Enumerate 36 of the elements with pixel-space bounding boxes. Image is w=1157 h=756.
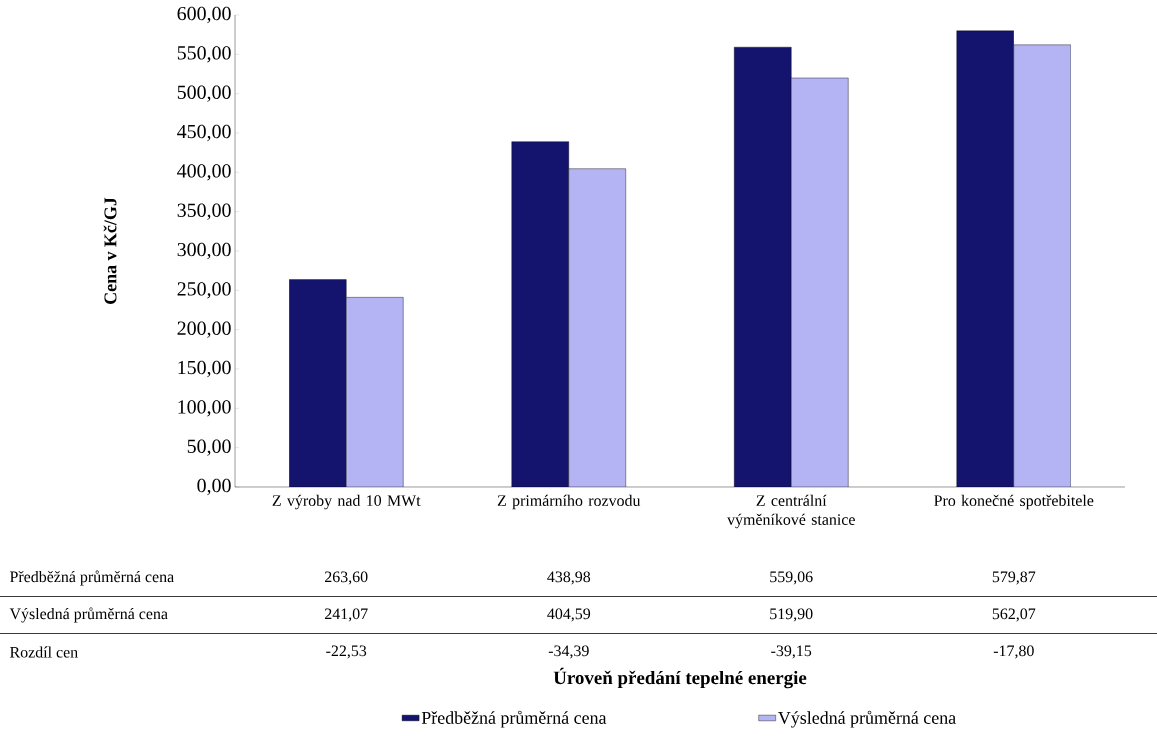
- data-label: 562,07: [992, 608, 1036, 622]
- y-tick-label: 150,00: [178, 360, 231, 378]
- y-tick-label: 250,00: [177, 282, 231, 299]
- y-tick-label: 350,00: [177, 203, 231, 220]
- text: -34,39: [548, 645, 589, 659]
- data-label: 263,60: [324, 571, 368, 585]
- y-tick-label: 50,00: [187, 439, 231, 456]
- text: -22,53: [326, 645, 367, 659]
- data-label: 579,87: [992, 571, 1036, 585]
- y-tick-label: 200,00: [177, 321, 231, 338]
- y-tick-label: 550,00: [177, 46, 231, 63]
- y-tick-label: 400,00: [177, 164, 231, 181]
- x-tick-label: Z centrální výměníkové stanice: [727, 494, 855, 529]
- y-tick-label: 0,00: [197, 478, 231, 496]
- y-tick-label: 600,00: [177, 6, 231, 24]
- data-label: 519,90: [770, 608, 813, 622]
- data-label: 559,06: [770, 571, 813, 585]
- y-tick-label: 450,00: [177, 124, 231, 142]
- x-tick-label: Pro konečné spotřebitele: [934, 494, 1094, 510]
- text: Výsledná průměrná cena: [9, 607, 168, 623]
- y-tick-label: 100,00: [178, 400, 231, 417]
- data-label: 438,98: [547, 571, 591, 585]
- legend-label: Výsledná průměrná cena: [778, 710, 956, 728]
- y-tick-label: 300,00: [177, 242, 231, 260]
- text: Předběžná průměrná cena: [9, 570, 174, 586]
- x-tick-label: Z výroby nad 10 MWt: [272, 494, 421, 510]
- text: Úroveň předání tepelné energie: [553, 667, 807, 689]
- text: Rozdíl cen: [9, 646, 78, 658]
- text: -39,15: [771, 645, 812, 659]
- y-axis-title: Cena v Kč/GJ: [103, 197, 117, 304]
- data-label: 404,59: [547, 608, 591, 622]
- x-tick-label: Z primárního rozvodu: [497, 494, 641, 510]
- y-tick-label: 500,00: [177, 85, 231, 102]
- legend-label: Předběžná průměrná cena: [421, 710, 607, 728]
- text: -17,80: [993, 645, 1034, 659]
- data-label: 241,07: [324, 608, 368, 622]
